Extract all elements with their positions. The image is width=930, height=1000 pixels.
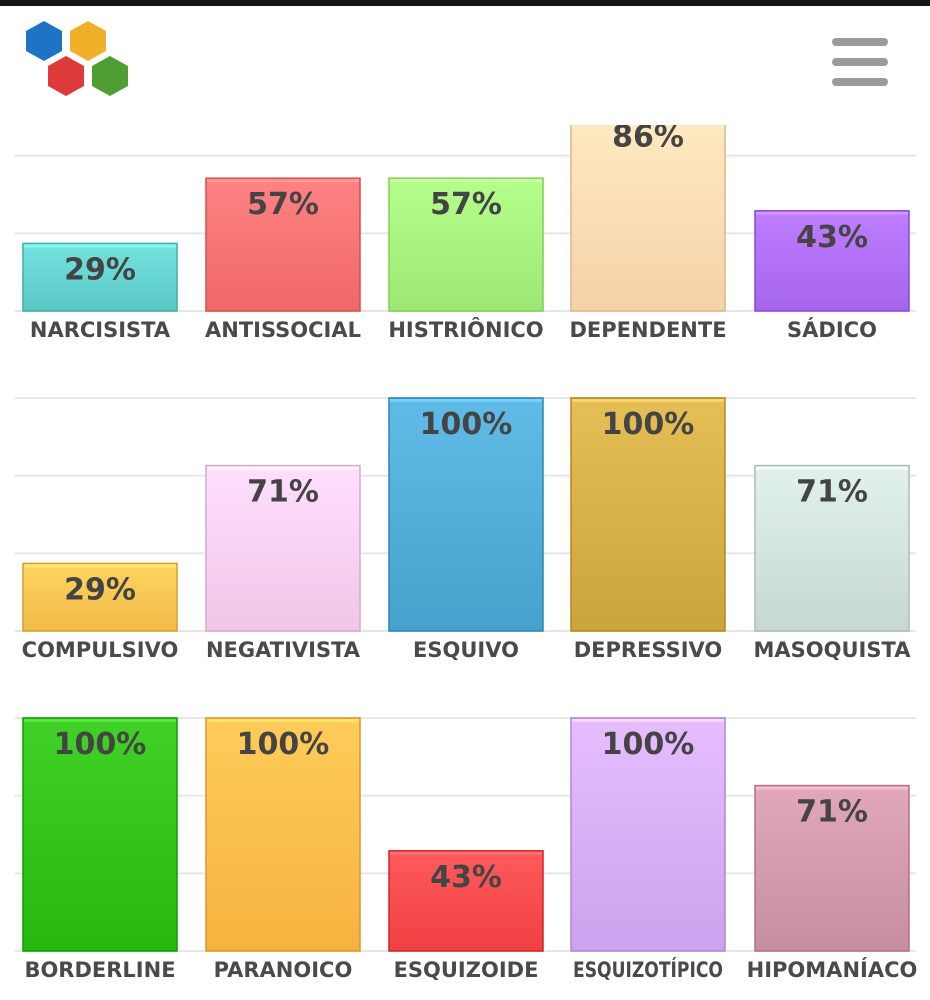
bar-value-label: 43% — [796, 220, 868, 255]
bar-antissocial — [205, 177, 361, 312]
bar-value-label: 71% — [247, 475, 319, 510]
logo-hex-red — [48, 56, 84, 96]
bar-highlight — [207, 466, 359, 470]
bar-highlight — [24, 244, 176, 248]
logo-graphic — [26, 21, 128, 96]
bar-value-label: 43% — [430, 860, 502, 895]
hamburger-menu-icon[interactable] — [826, 34, 894, 90]
bar-value-label: 57% — [430, 187, 502, 222]
bar-highlight — [24, 719, 176, 722]
menu-line — [832, 78, 888, 86]
top-edge — [0, 0, 930, 6]
category-label: ESQUIVO — [413, 638, 519, 662]
bar-highlight — [390, 179, 542, 183]
bar-chart-3: 100% 100% 43% 100% 71% — [15, 717, 916, 952]
bar-chart-2: 29% 71% 100% 100% 71% — [15, 397, 916, 632]
menu-line — [832, 38, 888, 46]
bar-narcisista — [22, 242, 178, 312]
bar-highlight — [207, 179, 359, 183]
bar-hipomaníaco — [754, 784, 910, 952]
bar-highlight — [390, 399, 542, 402]
bar-value-label: 100% — [237, 727, 330, 762]
bar-highlight — [572, 719, 724, 722]
bar-chart-1: 29% 57% 57% 86% 43% — [15, 112, 916, 312]
menu-line — [832, 58, 888, 66]
bar-highlight — [24, 564, 176, 568]
category-label: ESQUIZOIDE — [394, 958, 539, 982]
bar-sádico — [754, 210, 910, 312]
bar-highlight — [207, 719, 359, 722]
bar-highlight — [390, 851, 542, 855]
bar-histriônico — [388, 177, 544, 312]
bar-value-label: 100% — [602, 727, 695, 762]
bar-dependente — [570, 125, 726, 312]
bar-value-label: 57% — [247, 187, 319, 222]
category-label: HIPOMANÍACO — [747, 957, 918, 982]
bar-value-label: 29% — [64, 252, 136, 287]
bar-depressivo — [570, 397, 726, 632]
logo-hex-yellow — [70, 21, 106, 61]
category-label: DEPENDENTE — [569, 318, 726, 342]
bar-value-label: 100% — [602, 407, 695, 442]
bar-highlight — [756, 211, 908, 215]
hexagon-cluster-logo[interactable] — [20, 18, 136, 108]
category-label: SÁDICO — [787, 317, 877, 342]
logo-hex-blue — [26, 21, 62, 61]
category-label: ESQUIZOTÍPICO — [573, 957, 723, 982]
category-label: NARCISISTA — [30, 318, 171, 342]
bar-highlight — [756, 786, 908, 790]
bar-negativista — [205, 464, 361, 632]
bar-masoquista — [754, 464, 910, 632]
category-label: MASOQUISTA — [754, 638, 912, 662]
category-label: DEPRESSIVO — [574, 638, 723, 662]
bar-paranoico — [205, 717, 361, 952]
bar-value-label: 100% — [54, 727, 147, 762]
bar-value-label: 29% — [64, 572, 136, 607]
bar-compulsivo — [22, 562, 178, 632]
logo-hex-green — [92, 56, 128, 96]
bar-value-label: 71% — [796, 475, 868, 510]
category-label: ANTISSOCIAL — [205, 318, 361, 342]
bar-highlight — [572, 112, 724, 115]
category-label: NEGATIVISTA — [206, 638, 361, 662]
bar-value-label: 71% — [796, 795, 868, 830]
bar-highlight — [572, 399, 724, 402]
bar-esquivo — [388, 397, 544, 632]
bar-value-label: 86% — [612, 120, 684, 155]
category-label: HISTRIÔNICO — [388, 317, 543, 342]
bar-esquizoide — [388, 850, 544, 952]
bar-borderline — [22, 717, 178, 952]
category-label: PARANOICO — [214, 958, 353, 982]
category-label: COMPULSIVO — [22, 638, 179, 662]
bar-value-label: 100% — [420, 407, 513, 442]
bar-highlight — [756, 466, 908, 470]
bar-esquizotípico — [570, 717, 726, 952]
category-label: BORDERLINE — [24, 958, 175, 982]
